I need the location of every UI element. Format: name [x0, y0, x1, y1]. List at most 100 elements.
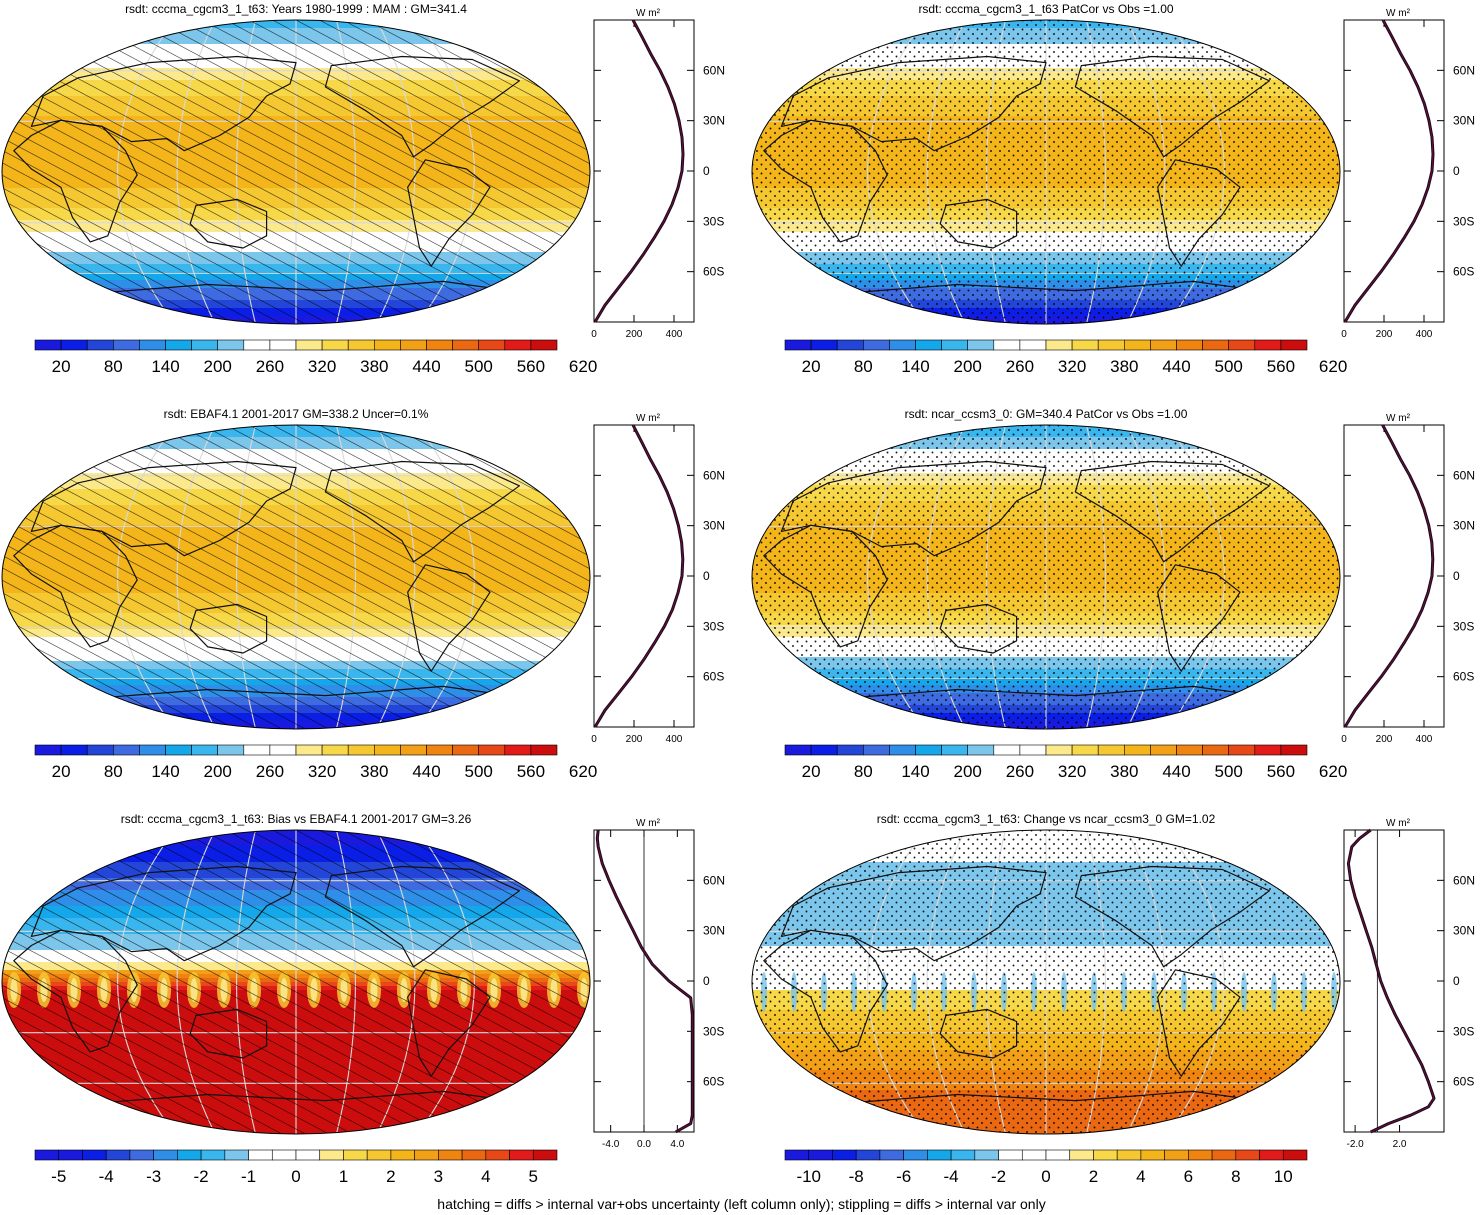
colorbar-label: 560 — [1267, 357, 1295, 376]
colorbar-bin — [269, 339, 297, 351]
colorbar-bin — [530, 339, 558, 351]
colorbar-bin — [58, 1149, 83, 1161]
colorbar-bin — [34, 1149, 60, 1161]
colorbar-label: 200 — [204, 762, 232, 781]
colorbar-bin — [1097, 744, 1125, 756]
colorbar-bin — [1164, 1149, 1189, 1161]
colorbar-bin — [86, 339, 114, 351]
colorbar-label: 4 — [481, 1167, 490, 1186]
lat-label: 30N — [703, 519, 725, 533]
colorbar-bin — [993, 744, 1021, 756]
colorbar-label: 2 — [1089, 1167, 1098, 1186]
colorbar-bin — [295, 339, 323, 351]
colorbar-bin — [373, 744, 401, 756]
x-tick-label: 400 — [666, 329, 683, 340]
colorbar-label: -4 — [99, 1167, 114, 1186]
colorbar-bin — [165, 339, 192, 351]
colorbar-label: 380 — [360, 762, 388, 781]
map-border — [751, 19, 1341, 325]
map-field — [752, 20, 1340, 324]
lat-label: 30N — [1453, 924, 1475, 938]
colorbar-bin — [1176, 744, 1203, 756]
colorbar-label: 260 — [256, 762, 284, 781]
colorbar-bin — [941, 339, 969, 351]
colorbar-bin — [810, 744, 838, 756]
colorbar-bin — [993, 339, 1021, 351]
colorbar-label: 200 — [954, 357, 982, 376]
colorbar-label: 140 — [901, 357, 929, 376]
colorbar-bin — [153, 1149, 178, 1161]
map-field — [752, 830, 1340, 1134]
colorbar-bin — [390, 1149, 415, 1161]
map-field — [2, 20, 590, 324]
colorbar-bin — [60, 744, 88, 756]
colorbar-bin — [967, 744, 995, 756]
colorbar-bin — [1202, 744, 1230, 756]
colorbar-label: 140 — [151, 357, 179, 376]
lat-label: 60N — [703, 873, 725, 887]
x-tick-label: 400 — [666, 734, 683, 745]
x-tick-label: 400 — [1416, 329, 1433, 340]
lat-label: 30S — [703, 214, 724, 228]
x-tick-label: 200 — [626, 734, 643, 745]
colorbar-bin — [347, 744, 375, 756]
colorbar-label: 1 — [339, 1167, 348, 1186]
colorbar-label: 500 — [465, 762, 493, 781]
colorbar-bin — [836, 744, 864, 756]
lat-label: 30S — [703, 619, 724, 633]
colorbar-label: 0 — [291, 1167, 300, 1186]
colorbar-bin — [1280, 744, 1308, 756]
colorbar-bin — [1116, 1149, 1142, 1161]
lat-label: 30S — [703, 1024, 724, 1038]
x-tick-label: -4.0 — [602, 1139, 620, 1150]
map-border — [1, 829, 591, 1135]
colorbar-label: 20 — [802, 762, 821, 781]
colorbar-bin — [1176, 339, 1203, 351]
colorbar-bin — [1019, 744, 1047, 756]
panel-title: rsdt: cccma_cgcm3_1_t63: Change vs ncar_… — [877, 812, 1216, 826]
zonal-mean-line-obs — [594, 424, 684, 728]
colorbar-bin — [863, 744, 890, 756]
colorbar-label: 440 — [1162, 357, 1190, 376]
zonal-mean-line — [1343, 19, 1435, 323]
stipple-overlay — [752, 20, 1340, 324]
colorbar-bin — [319, 1149, 344, 1161]
colorbar-bin — [177, 1149, 202, 1161]
zonal-mean-line-obs — [1344, 19, 1434, 323]
colorbar-bin — [224, 1149, 249, 1161]
zonal-mean-plot: W m² -4.0 0.0 4.0 60N 30N 0 30S 60S — [593, 818, 725, 1150]
zonal-mean-unit: W m² — [636, 818, 661, 829]
colorbar-bin — [1150, 744, 1177, 756]
panel-model-patcor: rsdt: cccma_cgcm3_1_t63 PatCor vs Obs =1… — [751, 2, 1475, 376]
colorbar-label: 620 — [1319, 357, 1347, 376]
stipple-overlay — [752, 830, 1340, 1134]
zonal-mean-line — [593, 424, 685, 728]
colorbar-bin — [1071, 744, 1099, 756]
lat-label: 30N — [1453, 519, 1475, 533]
colorbar-bin — [504, 339, 532, 351]
x-tick-label: 2.0 — [1393, 1139, 1407, 1150]
colorbar-bin — [1280, 339, 1308, 351]
colorbar-bin — [452, 339, 480, 351]
colorbar-bin — [915, 339, 942, 351]
panel-title: rsdt: ncar_ccsm3_0: GM=340.4 PatCor vs O… — [905, 407, 1188, 421]
colorbar-bin — [836, 339, 864, 351]
colorbar-bin — [217, 339, 245, 351]
map-field — [752, 425, 1340, 729]
colorbar-label: 620 — [569, 357, 597, 376]
colorbar-bin — [832, 1149, 857, 1161]
lat-label: 0 — [703, 164, 710, 178]
zonal-mean-plot: W m² 0 200 400 60N 30N 0 30S 60S — [591, 8, 725, 340]
colorbar-bin — [967, 339, 995, 351]
zonal-mean-unit: W m² — [636, 8, 661, 19]
colorbar-bin — [271, 1149, 297, 1161]
colorbar-bin — [808, 1149, 833, 1161]
lat-label: 0 — [1453, 974, 1460, 988]
colorbar-bin — [504, 744, 532, 756]
lat-label: 60N — [1453, 873, 1475, 887]
colorbar-bin — [414, 1149, 439, 1161]
colorbar-label: 380 — [360, 357, 388, 376]
x-tick-label: 0 — [1341, 329, 1347, 340]
colorbar-label: 440 — [412, 762, 440, 781]
